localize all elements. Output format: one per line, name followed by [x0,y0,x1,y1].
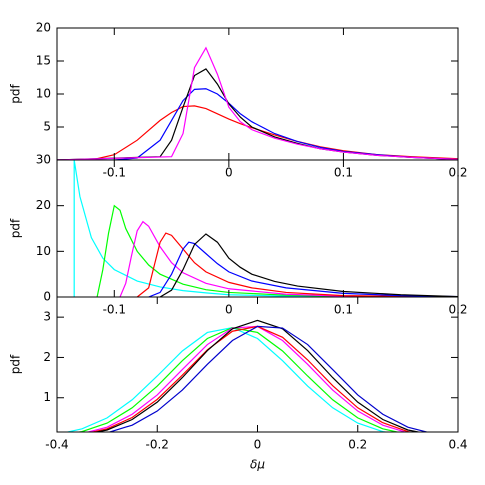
x-tick-label: 0 [225,303,233,317]
y-tick-label: 0 [43,290,51,304]
x-tick-label: 0 [225,166,233,180]
curve [57,88,458,160]
x-tick-label: -0.1 [103,166,126,180]
x-tick-label: 0 [254,438,262,452]
plot-area [65,319,430,432]
curve [107,325,430,432]
y-tick-label: 10 [36,244,51,258]
curve [75,327,400,432]
y-axis-label: pdf [9,218,23,238]
y-tick-label: 2 [43,350,51,364]
panel: -0.4 -0.2 0 0.2 0.4 1 2 3 pdf δμ [9,296,468,472]
y-tick-label: 3 [43,310,51,324]
x-tick-label: 0.2 [348,438,367,452]
plot-area [73,160,458,297]
y-tick-label: 1 [43,390,51,404]
y-axis-label: pdf [9,84,23,104]
curve [57,46,458,160]
y-tick-label: 15 [36,54,51,68]
curve [148,241,458,297]
curve [85,325,408,432]
y-tick-label: 5 [43,120,51,134]
curve [90,325,415,432]
y-tick-label: 20 [36,198,51,212]
curve [96,204,458,297]
x-tick-label: 0.1 [334,166,353,180]
plot-area [57,46,458,160]
curve [65,327,390,432]
x-tick-label: 0.4 [448,438,467,452]
curve [57,68,458,160]
curve [119,220,458,297]
panel-frame [56,296,459,433]
x-tick-label: -0.2 [146,438,169,452]
x-tick-label: -0.1 [103,303,126,317]
curve [73,160,458,297]
y-tick-label: 10 [36,87,51,101]
x-axis-label: δμ [250,458,265,472]
x-tick-label: -0.4 [45,438,68,452]
curve [93,319,422,432]
curve [159,233,458,297]
y-tick-label: 20 [36,21,51,35]
x-tick-label: 0.1 [334,303,353,317]
curve [57,105,458,160]
y-tick-label: 30 [36,153,51,167]
y-axis-label: pdf [9,354,23,374]
panel-frame [56,27,459,161]
